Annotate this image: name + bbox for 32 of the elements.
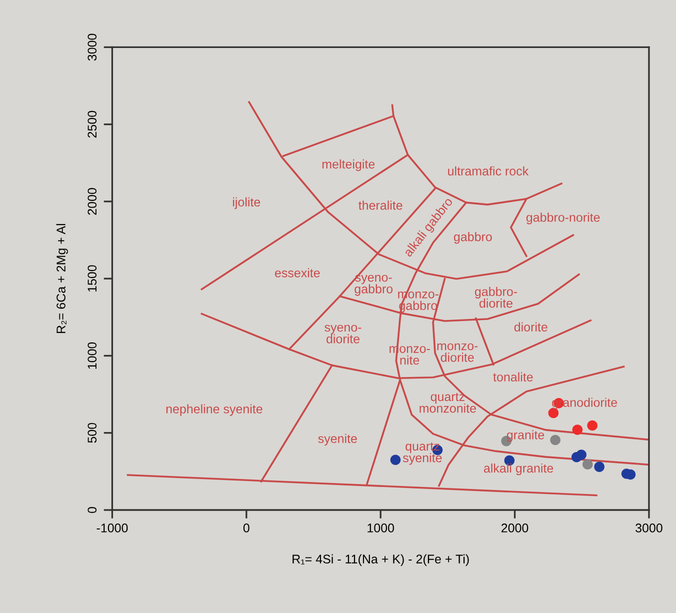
y-tick-label: 1000 [88,342,97,369]
annotation: gabbro-norite [526,212,600,224]
annotation: nepheline syenite [166,404,262,416]
y-tick-label: 2000 [88,188,97,215]
annotation: syeno- gabbro [354,274,393,296]
annotation: gabbro [454,232,492,244]
y-tick-label: 1500 [88,265,97,292]
y-axis-title: R₂= 6Ca + 2Mg + Al [56,224,68,333]
annotation: syeno- diorite [324,324,362,344]
y-tick-label: 2500 [88,110,97,138]
y-tick-label: 500 [88,422,97,443]
annotation: granite [506,430,544,442]
y-tick-label: 3000 [88,34,97,61]
x-tick-label: 0 [243,524,250,532]
x-tick-label: 3000 [636,524,662,532]
annotation: diorite [514,322,548,332]
y-tick-label: 0 [88,507,97,514]
annotation: melteigite [322,159,375,172]
annotation: monzo- diorite [437,343,478,362]
annotation: ijolite [232,197,260,209]
annotation: tonalite [493,372,533,382]
x-axis-title: R₁= 4Si - 11(Na + K) - 2(Fe + Ti) [292,554,469,566]
annotation: theralite [358,200,402,210]
x-tick-label: 2000 [502,524,528,532]
annotation: syenite [318,434,357,446]
annotation: quartz monzonite [420,392,476,413]
x-tick-label: 1000 [368,524,394,532]
x-tick-label: -1000 [96,524,128,532]
annotation: ultramafic rock [448,166,529,176]
annotation: essexite [274,268,320,278]
annotation: alkali granite [484,463,554,476]
annotation: gabbro- diorite [474,286,517,308]
